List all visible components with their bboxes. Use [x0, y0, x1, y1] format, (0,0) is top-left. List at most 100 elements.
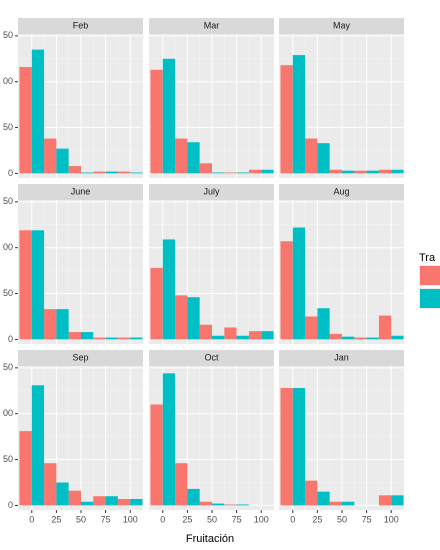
- x-tick-label: 25: [312, 514, 322, 524]
- y-tick-label: 00: [3, 242, 13, 252]
- bar: [175, 138, 188, 174]
- bar: [175, 463, 188, 506]
- bar: [305, 316, 318, 340]
- legend-title: Tra: [419, 252, 436, 264]
- bar: [162, 373, 176, 506]
- y-tick-label: 50: [3, 362, 13, 372]
- facet-title: Jan: [334, 352, 349, 362]
- legend-key: [420, 266, 440, 285]
- bar: [317, 308, 330, 340]
- facet-title: Feb: [73, 20, 89, 30]
- bar: [292, 388, 306, 506]
- bar: [44, 138, 57, 174]
- x-tick-label: 0: [290, 514, 295, 524]
- x-tick-label: 25: [51, 514, 61, 524]
- bar: [378, 169, 392, 174]
- bar: [93, 171, 106, 174]
- strip: [18, 350, 143, 366]
- strip: [279, 184, 404, 200]
- bar: [199, 324, 212, 340]
- bar: [224, 327, 237, 340]
- strip: [279, 18, 404, 34]
- bar: [354, 337, 367, 340]
- strip: [149, 350, 274, 366]
- bar: [93, 337, 106, 340]
- bar: [130, 498, 143, 506]
- bar: [117, 498, 131, 506]
- bar: [31, 385, 45, 506]
- x-tick-label: 50: [76, 514, 86, 524]
- facet-title: May: [333, 20, 351, 30]
- bar: [130, 172, 143, 174]
- x-tick-label: 75: [362, 514, 372, 524]
- x-tick-label: 100: [254, 514, 269, 524]
- bar: [80, 501, 94, 506]
- bar: [68, 166, 81, 174]
- bar: [211, 172, 225, 174]
- bar: [236, 504, 249, 506]
- x-tick-label: 75: [101, 514, 111, 524]
- bar: [261, 331, 274, 340]
- facet-title: June: [71, 186, 91, 196]
- x-tick-label: 0: [160, 514, 165, 524]
- bar: [211, 503, 225, 506]
- bar: [31, 230, 45, 340]
- bar: [292, 227, 306, 340]
- bar: [305, 480, 318, 506]
- facet-title: Sep: [72, 352, 88, 362]
- bar: [187, 488, 200, 506]
- bar: [31, 49, 45, 174]
- y-tick-label: 0: [8, 168, 13, 178]
- bar: [19, 230, 32, 340]
- bar: [117, 171, 131, 174]
- y-tick-label: 00: [3, 408, 13, 418]
- bar: [130, 337, 143, 340]
- y-tick-label: 50: [3, 196, 13, 206]
- bar: [236, 335, 249, 340]
- bar: [105, 171, 118, 174]
- bar: [187, 297, 200, 340]
- bar: [317, 143, 330, 174]
- bar: [105, 337, 118, 340]
- bar: [187, 142, 200, 174]
- strip: [149, 184, 274, 200]
- bar: [261, 169, 274, 174]
- bar: [211, 335, 225, 340]
- bar: [317, 491, 330, 506]
- bar: [44, 463, 57, 506]
- bar: [19, 67, 32, 174]
- legend-key: [420, 289, 440, 308]
- x-tick-label: 50: [337, 514, 347, 524]
- strip: [279, 350, 404, 366]
- bar: [93, 496, 106, 506]
- bar: [280, 241, 293, 340]
- y-tick-label: 50: [3, 454, 13, 464]
- bar: [341, 501, 355, 506]
- bar: [391, 335, 404, 340]
- y-tick-label: 0: [8, 500, 13, 510]
- x-tick-label: 100: [123, 514, 138, 524]
- bar: [354, 170, 367, 174]
- strip: [18, 184, 143, 200]
- y-tick-label: 50: [3, 30, 13, 40]
- bar: [292, 55, 306, 174]
- bar: [175, 295, 188, 340]
- bar: [150, 267, 163, 340]
- bar: [329, 169, 342, 174]
- bar: [80, 172, 94, 174]
- bar: [305, 138, 318, 174]
- facet-title: Aug: [333, 186, 349, 196]
- bar: [329, 333, 342, 340]
- bar: [224, 172, 237, 174]
- bar: [224, 504, 237, 506]
- bar: [391, 495, 404, 506]
- bar: [199, 163, 212, 174]
- bar: [199, 501, 212, 506]
- bar: [378, 315, 392, 340]
- bar: [68, 332, 81, 340]
- bar: [341, 336, 355, 340]
- bar: [80, 332, 94, 340]
- facet-title: July: [203, 186, 220, 196]
- bar: [280, 388, 293, 506]
- bar: [162, 58, 176, 174]
